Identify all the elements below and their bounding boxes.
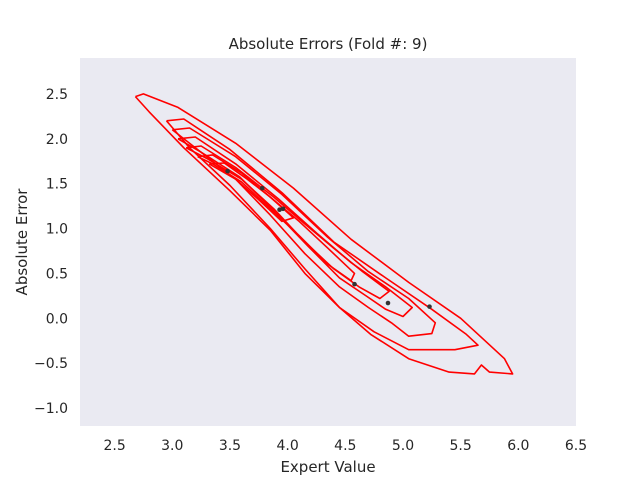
contour-2 xyxy=(171,127,437,338)
x-axis-label: Expert Value xyxy=(280,458,375,476)
y-axis-label: Absolute Error xyxy=(13,188,31,296)
y-tick-label: 0.0 xyxy=(46,311,68,327)
data-point-0 xyxy=(225,168,230,174)
data-point-5 xyxy=(385,300,391,306)
x-tick-label: 6.0 xyxy=(507,438,529,454)
contour-1 xyxy=(165,118,479,351)
x-tick-label: 3.5 xyxy=(219,438,241,454)
data-point-3 xyxy=(280,206,286,212)
points-layer xyxy=(225,168,432,309)
contour-6 xyxy=(208,162,295,223)
x-tick-label: 4.5 xyxy=(334,438,356,454)
y-tick-label: 1.5 xyxy=(46,177,68,193)
y-tick-label: 0.5 xyxy=(46,266,68,282)
contour-5 xyxy=(197,154,356,282)
y-tick-label: −1.0 xyxy=(34,401,68,417)
data-point-6 xyxy=(427,304,432,309)
x-tick-label: 2.5 xyxy=(103,438,125,454)
contour-4 xyxy=(185,145,390,300)
data-point-2 xyxy=(277,207,282,212)
x-tick-label: 6.5 xyxy=(565,438,587,454)
y-tick-label: 2.0 xyxy=(46,132,68,148)
y-ticks: −1.0 −0.5 0.0 0.5 1.0 1.5 2.0 2.5 xyxy=(34,87,68,417)
chart-title: Absolute Errors (Fold #: 9) xyxy=(229,35,428,53)
y-tick-label: 2.5 xyxy=(46,87,68,103)
x-ticks: 2.5 3.0 3.5 4.0 4.5 5.0 5.5 6.0 6.5 xyxy=(103,438,587,454)
data-point-1 xyxy=(259,185,265,191)
x-tick-label: 4.0 xyxy=(276,438,298,454)
x-tick-label: 5.0 xyxy=(392,438,414,454)
data-point-4 xyxy=(352,281,357,287)
x-tick-label: 5.5 xyxy=(450,438,472,454)
x-tick-label: 3.0 xyxy=(161,438,183,454)
contour-0 xyxy=(134,93,514,375)
y-tick-label: −0.5 xyxy=(34,356,68,372)
y-tick-label: 1.0 xyxy=(46,222,68,238)
